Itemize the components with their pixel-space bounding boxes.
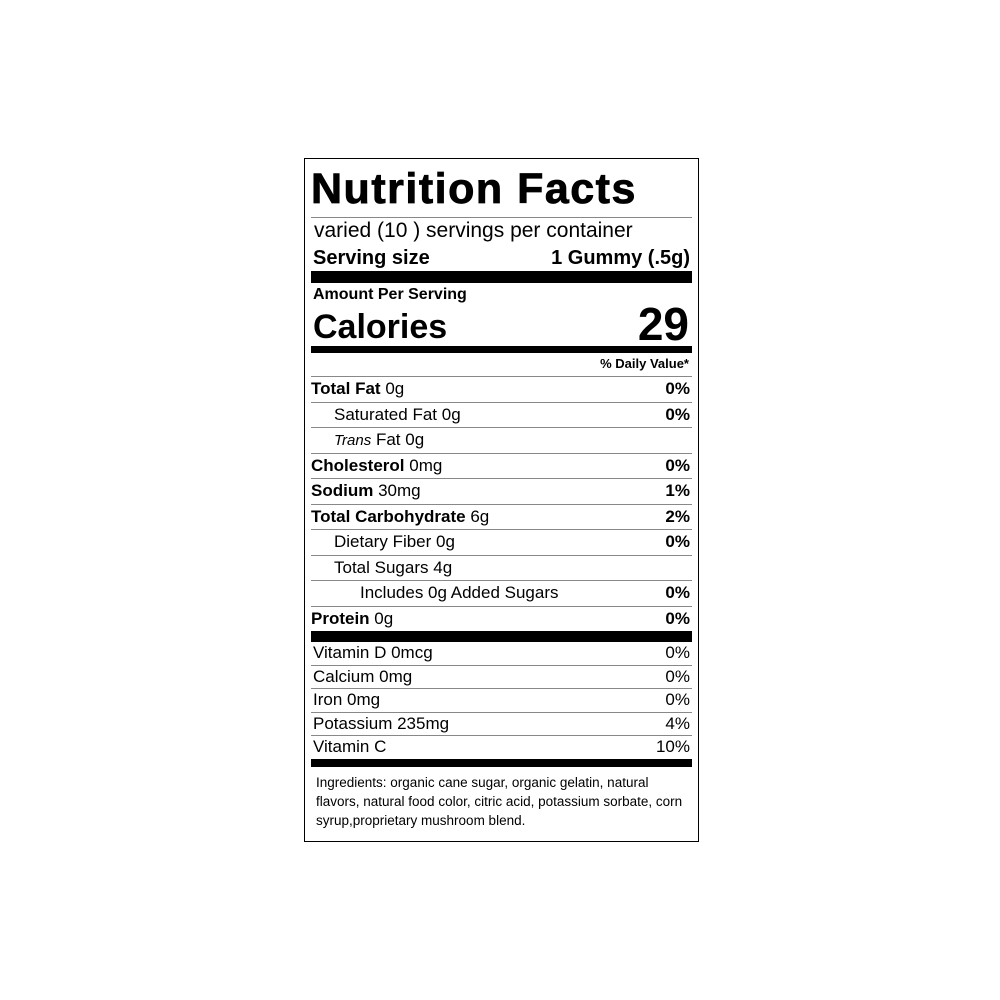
nutrient-name: Protein [311, 608, 370, 628]
nutrient-row-dietary-fiber: Dietary Fiber 0g 0% [311, 529, 692, 555]
nutrient-dv: 0% [665, 608, 690, 628]
daily-value-header: % Daily Value* [600, 356, 689, 371]
vitamin-name: Calcium 0mg [313, 666, 413, 686]
nutrient-row-total-sugars: Total Sugars 4g [311, 554, 692, 581]
thick-divider [311, 271, 692, 283]
vitamin-dv: 10% [655, 737, 690, 757]
calories-label: Calories [313, 308, 448, 346]
nutrient-name: Total Fat [311, 379, 381, 399]
nutrient-name: Trans [334, 432, 372, 450]
nutrient-row-protein: Protein 0g 0% [311, 605, 692, 632]
nutrient-name: Saturated Fat [334, 404, 438, 424]
medium-divider [311, 758, 692, 767]
nutrient-amount: 0g [441, 404, 461, 424]
nutrient-dv: 0% [665, 583, 690, 603]
ingredients: Ingredients: organic cane sugar, organic… [316, 774, 683, 828]
nutrient-name: Cholesterol [311, 455, 405, 475]
nutrient-row-added-sugars: Includes 0g Added Sugars 0% [311, 580, 692, 606]
nutrient-row-trans-fat: Trans Fat 0g [311, 427, 692, 453]
nutrient-dv: 2% [665, 506, 690, 526]
nutrient-row-total-carbohydrate: Total Carbohydrate 6g 2% [311, 503, 692, 530]
nutrient-amount: 0g [385, 379, 405, 399]
nutrient-name: Includes 0g Added Sugars [360, 583, 559, 603]
nutrient-amount: 4g [433, 557, 453, 577]
nutrient-name: Sodium [311, 481, 374, 501]
nutrient-row-saturated-fat: Saturated Fat 0g 0% [311, 401, 692, 428]
nutrient-amount: 6g [470, 506, 490, 526]
vitamin-row: Vitamin D 0mcg 0% [311, 642, 692, 665]
vitamin-row: Potassium 235mg 4% [311, 711, 692, 736]
nutrient-dv: 0% [665, 455, 690, 475]
nutrient-amount: 0g [436, 532, 455, 552]
nutrient-dv: 1% [665, 481, 690, 501]
nutrient-name: Total Sugars [334, 557, 429, 577]
vitamin-dv: 0% [665, 666, 690, 686]
vitamins-list: Vitamin D 0mcg 0% Calcium 0mg 0% Iron 0m… [311, 642, 692, 759]
nutrition-facts-label: Nutrition Facts varied (10 ) servings pe… [304, 158, 699, 842]
medium-divider [311, 346, 692, 353]
nutrient-amount: 0g [374, 608, 394, 628]
vitamin-dv: 0% [665, 690, 690, 710]
vitamin-name: Vitamin C [313, 737, 387, 757]
nutrient-name: Dietary Fiber [334, 532, 432, 552]
vitamin-dv: 4% [665, 713, 690, 733]
thick-divider [311, 631, 692, 642]
nutrient-amount: Fat 0g [375, 430, 425, 450]
servings-per-container: varied (10 ) servings per container [314, 219, 633, 242]
vitamin-row: Iron 0mg 0% [311, 688, 692, 712]
divider [311, 217, 692, 218]
nutrient-row-cholesterol: Cholesterol 0mg 0% [311, 452, 692, 479]
nutrient-dv: 0% [665, 532, 690, 552]
serving-size-label: Serving size [313, 247, 430, 269]
nutrient-amount: 30mg [378, 481, 421, 501]
serving-size: Serving size 1 Gummy (.5g) [311, 246, 692, 271]
vitamin-dv: 0% [665, 643, 690, 663]
nutrient-dv: 0% [665, 379, 690, 399]
vitamin-name: Vitamin D 0mcg [313, 643, 433, 663]
nutrient-row-sodium: Sodium 30mg 1% [311, 478, 692, 504]
label-title: Nutrition Facts [311, 165, 637, 214]
vitamin-row: Vitamin C 10% [311, 735, 692, 759]
vitamin-row: Calcium 0mg 0% [311, 664, 692, 689]
nutrient-name: Total Carbohydrate [311, 506, 466, 526]
vitamin-name: Potassium 235mg [313, 713, 450, 733]
nutrient-dv: 0% [665, 404, 690, 424]
nutrient-row-total-fat: Total Fat 0g 0% [311, 376, 692, 402]
amount-per-serving: Amount Per Serving [313, 286, 467, 303]
serving-size-value: 1 Gummy (.5g) [551, 247, 690, 269]
calories-value: 29 [637, 298, 689, 350]
nutrient-amount: 0mg [409, 455, 443, 475]
vitamin-name: Iron 0mg [313, 690, 381, 710]
calories-row: Calories 29 [311, 298, 692, 350]
